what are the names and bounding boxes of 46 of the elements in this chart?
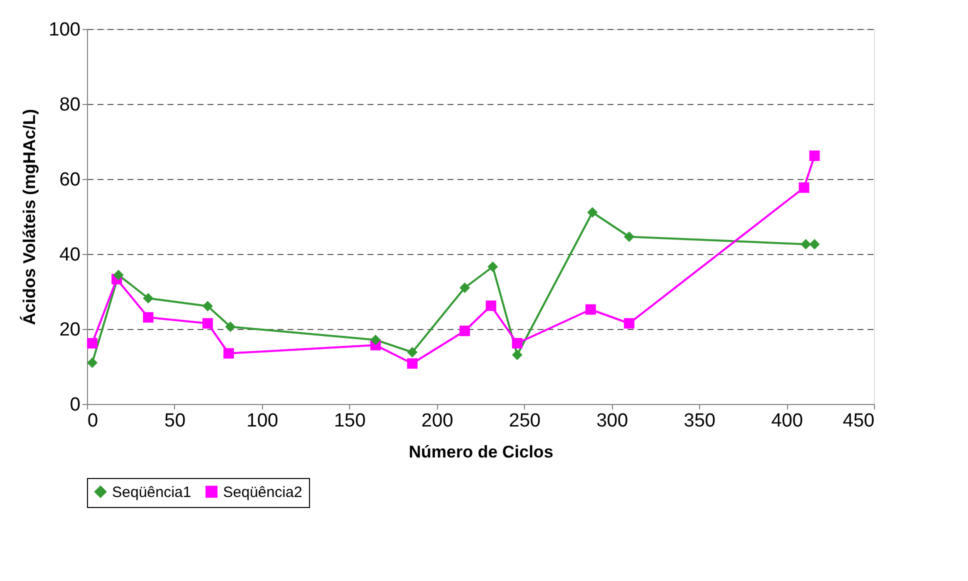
x-tick-label: 350 [684,410,716,432]
point [512,350,522,360]
x-tick-label: 450 [842,410,874,432]
point [585,304,596,315]
y-tick-label: 20 [59,320,80,340]
point [202,318,213,329]
x-tick-label: 0 [88,410,98,432]
point [587,207,598,218]
legend-label: Seqüência2 [223,484,302,501]
point [370,334,381,346]
x-axis-title: Número de Ciclos [408,442,554,462]
x-tick-label: 300 [596,410,628,432]
x-tick-label: 200 [421,410,454,432]
point [624,232,634,242]
y-tick-label: 0 [70,394,80,416]
point [460,326,470,336]
point [202,300,213,312]
y-tick-label: 40 [59,244,80,266]
point [512,338,522,348]
point [809,239,820,250]
point [800,239,812,250]
point [798,182,810,193]
x-tick-label: 100 [246,410,278,432]
point [486,300,496,311]
point [809,150,820,161]
point [87,358,98,368]
y-tick-label: 80 [59,94,80,116]
point [460,282,470,293]
point [225,322,236,332]
x-tick-label: 400 [771,410,803,432]
legend-label: Seqüência1 [112,484,192,501]
y-tick-label: 100 [48,20,80,40]
point [142,293,154,304]
point [407,347,418,358]
point [488,262,498,272]
point [624,318,634,329]
x-tick-label: 250 [508,410,541,432]
point [407,358,418,369]
x-tick-label: 50 [164,410,186,432]
y-tick-label: 60 [59,170,80,190]
point [142,312,154,323]
point [87,338,98,348]
y-axis-title: Ácidos Voláteis (mgHAc/L) [18,109,39,325]
point [223,348,234,359]
point [113,270,124,280]
x-tick-label: 150 [334,410,366,432]
